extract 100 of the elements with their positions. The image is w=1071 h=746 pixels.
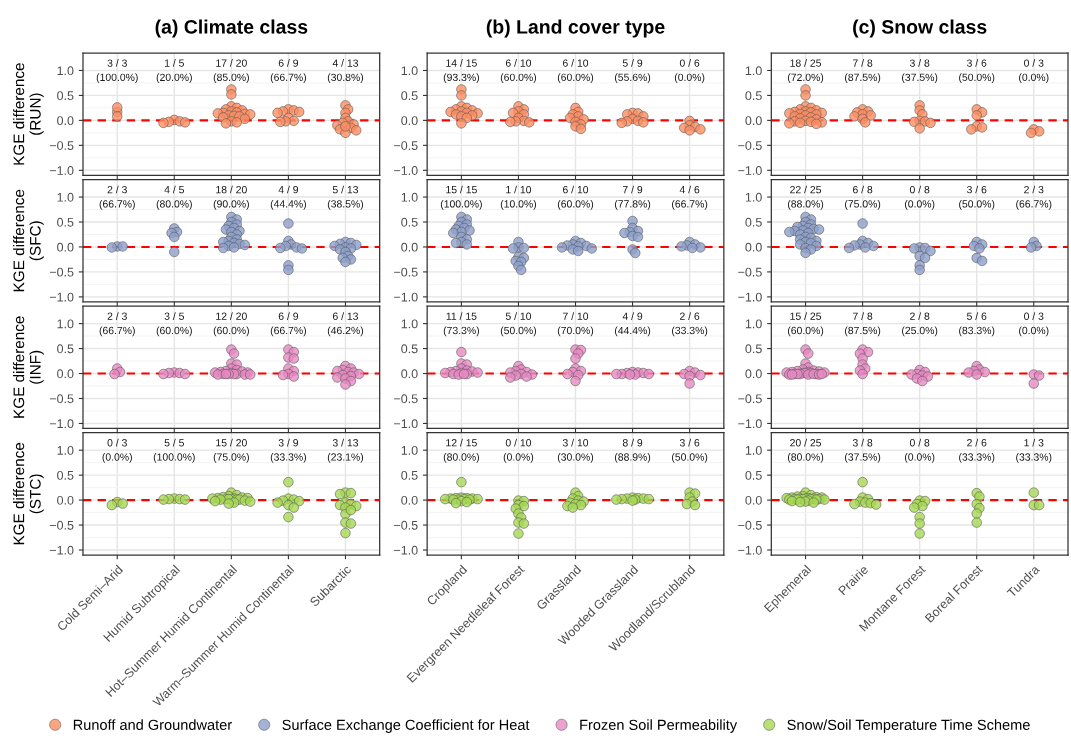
chart-title: (b) Land cover type	[486, 19, 665, 38]
annotation: 0 / 8 (0.0%)	[904, 185, 935, 210]
annotation: 0 / 3 (0.0%)	[102, 438, 132, 463]
annotation: 0 / 3 (0.0%)	[1019, 312, 1049, 337]
annotation: 2 / 3 (66.7%)	[1016, 185, 1052, 210]
y-tick-label: −0.5	[738, 141, 762, 150]
legend-label: Surface Exchange Coefficient for Heat	[282, 719, 530, 733]
annotation: 7 / 10 (70.0%)	[557, 312, 594, 337]
chart-title: (a) Climate class	[155, 19, 308, 38]
legend-label: Runoff and Groundwater	[73, 719, 232, 730]
annotation: 5 / 5 (100.0%)	[153, 438, 195, 463]
y-tick-label: −1.0	[49, 545, 74, 555]
annotation: 4 / 13 (30.8%)	[327, 59, 364, 84]
annotation: 4 / 5 (80.0%)	[156, 185, 192, 210]
legend-label: Snow/Soil Temperature Time Scheme	[787, 719, 1030, 733]
y-tick-label: 1.0	[57, 445, 74, 455]
annotation: 3 / 9 (33.3%)	[270, 438, 306, 463]
y-tick-label: −0.5	[738, 394, 762, 404]
y-tick-label: 1.0	[57, 192, 74, 202]
annotation: 2 / 6 (33.3%)	[959, 438, 995, 463]
annotation: 0 / 6 (0.0%)	[674, 59, 705, 84]
annotation: 0 / 10 (0.0%)	[503, 438, 534, 463]
annotation: 17 / 20 (85.0%)	[213, 59, 249, 84]
annotation: 4 / 9 (44.4%)	[614, 312, 651, 337]
annotation: 4 / 9 (44.4%)	[270, 185, 306, 210]
y-axis-title: KGE difference (INF)	[13, 316, 44, 418]
annotation: 3 / 6 (50.0%)	[959, 59, 995, 84]
annotation: 3 / 6 (50.0%)	[672, 438, 708, 463]
legend-label: Frozen Soil Permeability	[580, 719, 738, 733]
y-tick-label: 0.0	[57, 369, 74, 379]
annotation: 3 / 8 (37.5%)	[845, 438, 881, 463]
y-tick-label: 0.0	[57, 242, 74, 252]
y-tick-label: 0.5	[57, 344, 74, 354]
y-tick-label: −0.5	[394, 394, 418, 404]
y-tick-label: −1.0	[394, 166, 418, 175]
y-tick-label: 0.0	[745, 369, 762, 379]
y-tick-label: 0.5	[745, 344, 762, 354]
annotation: 5 / 10 (50.0%)	[500, 312, 537, 337]
y-tick-label: −1.0	[394, 292, 418, 302]
annotation: 8 / 9 (88.9%)	[614, 438, 651, 463]
y-tick-label: 0.5	[57, 470, 74, 480]
y-tick-label: 0.5	[57, 217, 74, 227]
y-axis-title: KGE difference (STC)	[13, 442, 44, 545]
annotation: 12 / 15 (80.0%)	[443, 438, 479, 463]
annotation: 5 / 13 (38.5%)	[327, 185, 364, 210]
annotation: 3 / 8 (37.5%)	[902, 59, 938, 84]
annotation: 11 / 15 (73.3%)	[443, 312, 479, 337]
annotation: 6 / 9 (66.7%)	[270, 59, 306, 84]
annotation: 0 / 8 (0.0%)	[904, 438, 935, 463]
annotation: 3 / 10 (30.0%)	[557, 438, 594, 463]
y-tick-label: −1.0	[49, 292, 74, 302]
y-tick-label: 0.0	[401, 116, 418, 126]
annotation: 1 / 3 (33.3%)	[1016, 438, 1052, 463]
y-tick-label: 1.0	[57, 66, 74, 76]
annotation: 2 / 6 (33.3%)	[672, 312, 708, 337]
y-tick-label: −0.5	[394, 141, 418, 150]
annotation: 12 / 20 (60.0%)	[213, 312, 249, 337]
annotation: 5 / 9 (55.6%)	[614, 59, 651, 84]
y-tick-label: 0.0	[401, 495, 418, 505]
annotation: 15 / 25 (60.0%)	[787, 312, 824, 337]
y-tick-label: 1.0	[745, 66, 762, 76]
y-tick-label: −0.5	[394, 267, 418, 277]
annotation: 7 / 8 (87.5%)	[845, 312, 881, 337]
y-tick-label: 0.5	[401, 217, 418, 227]
y-tick-label: −1.0	[738, 419, 762, 429]
y-tick-label: 0.5	[401, 344, 418, 354]
y-tick-label: −0.5	[738, 267, 762, 277]
y-tick-label: 0.0	[401, 369, 418, 379]
annotation: 2 / 3 (66.7%)	[99, 312, 135, 337]
y-tick-label: 1.0	[745, 192, 762, 202]
y-tick-label: 1.0	[57, 319, 74, 329]
y-tick-label: 0.5	[745, 91, 762, 101]
y-tick-label: 0.5	[745, 217, 762, 227]
y-tick-label: −0.5	[738, 520, 762, 530]
y-tick-label: −1.0	[394, 419, 418, 429]
annotation: 18 / 25 (72.0%)	[787, 59, 824, 84]
annotation: 6 / 8 (75.0%)	[845, 185, 881, 210]
y-tick-label: 1.0	[401, 192, 418, 202]
annotation: 5 / 6 (83.3%)	[959, 312, 995, 337]
y-tick-label: 1.0	[401, 319, 418, 329]
annotation: 3 / 5 (60.0%)	[156, 312, 192, 337]
y-tick-label: −0.5	[49, 141, 74, 150]
annotation: 3 / 3 (100.0%)	[96, 59, 138, 84]
y-tick-label: 0.5	[401, 91, 418, 101]
y-tick-label: −0.5	[49, 394, 74, 404]
y-tick-label: −0.5	[394, 520, 418, 530]
annotation: 20 / 25 (80.0%)	[787, 438, 824, 463]
y-tick-label: −0.5	[49, 267, 74, 277]
y-tick-label: 1.0	[401, 445, 418, 455]
annotation: 3 / 13 (23.1%)	[327, 438, 364, 463]
annotation: 14 / 15 (93.3%)	[443, 59, 479, 84]
y-tick-label: −1.0	[49, 419, 74, 429]
annotation: 7 / 9 (77.8%)	[614, 185, 651, 210]
chart-title: (c) Snow class	[853, 19, 987, 38]
y-tick-label: 0.0	[57, 116, 74, 126]
annotation: 6 / 13 (46.2%)	[327, 312, 364, 337]
annotation: 6 / 10 (60.0%)	[557, 185, 594, 210]
y-axis-title: KGE difference (RUN)	[13, 63, 44, 165]
annotation: 15 / 15 (100.0%)	[440, 185, 482, 210]
y-tick-label: −1.0	[738, 545, 762, 555]
